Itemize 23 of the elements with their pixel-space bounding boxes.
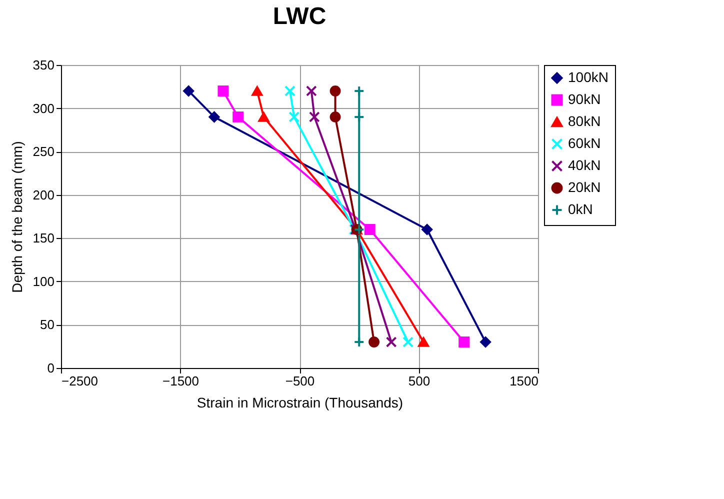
y-tick-label: 250 [32,144,54,160]
legend-label: 20kN [568,179,601,195]
y-tick-label: 100 [32,274,54,289]
x-tick-label: 1500 [510,374,538,388]
y-tick-label: 0 [47,360,54,376]
x-tick-label: −500 [285,374,315,388]
y-tick-label: 300 [32,100,54,116]
legend-label: 40kN [568,157,601,173]
legend-label: 80kN [568,113,601,129]
x-tick-label: 500 [408,374,430,388]
x-tick-label: −2500 [62,374,98,388]
y-tick-label: 50 [40,317,54,332]
y-tick-label: 350 [32,58,54,72]
legend-label: 0kN [568,201,593,217]
x-axis-title: Strain in Microstrain (Thousands) [196,394,404,410]
y-tick-label: 200 [32,187,54,202]
chart-title: LWC [272,3,326,30]
y-axis-title: Depth of the beam (mm) [8,141,25,293]
y-tick-label: 150 [32,230,54,246]
legend-label: 60kN [568,135,601,151]
legend-label: 90kN [568,91,601,107]
legend-label: 100kN [568,69,608,85]
x-tick-label: −1500 [162,374,200,388]
